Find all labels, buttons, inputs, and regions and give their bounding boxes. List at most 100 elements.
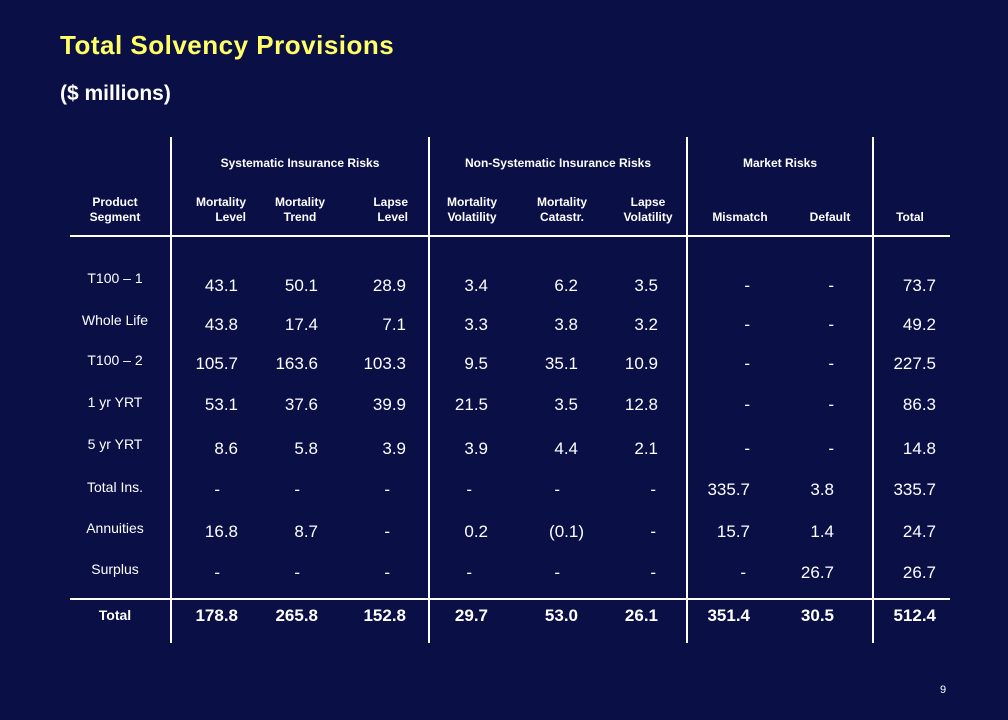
total-lapse-volatility: 26.1 [624,606,658,625]
col-header-default: Default [809,210,851,224]
cell-mismatch: 335.7 [707,480,750,499]
group-header-systematic: Systematic Insurance Risks [220,155,380,170]
cell-mortality-level: 105.7 [195,354,238,373]
cell-mortality-trend: 8.7 [294,522,318,541]
cell-default: - [828,439,834,458]
cell-lapse-volatility: - [650,480,656,499]
col-header-mortality-volatility: Mortality Volatility [446,195,497,224]
cell-mortality-level: - [214,480,220,499]
group-header-market: Market Risks [742,155,818,170]
cell-mismatch: - [744,354,750,373]
row-segment: Surplus [91,561,139,577]
cell-total: 227.5 [893,354,936,373]
cell-mismatch: 15.7 [716,522,750,541]
cell-lapse-volatility: 2.1 [634,439,658,458]
cell-lapse-level: 39.9 [372,395,406,414]
cell-total: 26.7 [902,563,936,582]
cell-mortality-volatility: 3.4 [464,276,488,295]
row-segment: T100 – 2 [87,352,143,368]
cell-mortality-trend: - [294,480,300,499]
col-header-total: Total [896,210,924,224]
cell-lapse-level: 3.9 [382,439,406,458]
cell-mortality-trend: 163.6 [275,354,318,373]
page-title: Total Solvency Provisions [60,30,395,60]
total-rule [70,598,950,600]
header-rule [70,235,950,237]
cell-mismatch: - [740,563,746,582]
cell-mismatch: - [744,395,750,414]
page-number: 9 [940,684,947,696]
cell-mortality-trend: 50.1 [284,276,318,295]
cell-total: 14.8 [902,439,936,458]
group-header-non-systematic: Non-Systematic Insurance Risks [464,155,652,170]
total-lapse-level: 152.8 [363,606,406,625]
cell-mortality-trend: 37.6 [284,395,318,414]
cell-mortality-catastr: 4.4 [554,439,578,458]
table-vertical-rule-4 [872,137,874,643]
col-header-mortality-level: Mortality Level [195,195,246,224]
cell-mortality-catastr: 6.2 [554,276,578,295]
cell-mortality-level: 16.8 [204,522,238,541]
cell-total: 335.7 [893,480,936,499]
cell-mismatch: - [744,439,750,458]
cell-default: 3.8 [810,480,834,499]
table-vertical-rule-1 [170,137,172,643]
cell-default: - [828,276,834,295]
row-segment: Total Ins. [86,479,144,495]
col-header-product-segment: Product Segment [89,195,141,224]
cell-lapse-volatility: 3.5 [634,276,658,295]
cell-default: 1.4 [810,522,834,541]
cell-lapse-level: 7.1 [382,315,406,334]
cell-mortality-catastr: - [554,480,560,499]
cell-mortality-volatility: 0.2 [464,522,488,541]
cell-mortality-trend: 5.8 [294,439,318,458]
total-mortality-catastr: 53.0 [544,606,578,625]
cell-mortality-volatility: 9.5 [464,354,488,373]
cell-lapse-level: 103.3 [363,354,406,373]
page-subtitle: ($ millions) [60,82,171,105]
col-header-lapse-volatility: Lapse Volatility [623,195,673,224]
table-vertical-rule-2 [428,137,430,643]
cell-default: - [828,315,834,334]
cell-mortality-level: 43.8 [204,315,238,334]
total-total: 512.4 [893,606,936,625]
cell-default: 26.7 [800,563,834,582]
cell-default: - [828,354,834,373]
col-header-lapse-level: Lapse Level [373,195,408,224]
cell-mortality-catastr: 3.8 [554,315,578,334]
row-segment: Whole Life [81,312,149,328]
cell-mortality-level: - [214,563,220,582]
cell-lapse-volatility: 12.8 [624,395,658,414]
cell-default: - [828,395,834,414]
cell-mortality-catastr: (0.1) [549,522,584,541]
cell-total: 49.2 [902,315,936,334]
cell-mortality-catastr: 3.5 [554,395,578,414]
cell-mortality-level: 43.1 [204,276,238,295]
cell-mortality-trend: 17.4 [284,315,318,334]
total-default: 30.5 [800,606,834,625]
total-row-label: Total [98,607,132,623]
cell-lapse-volatility: - [650,563,656,582]
cell-lapse-level: - [384,522,390,541]
cell-mortality-level: 8.6 [214,439,238,458]
cell-mortality-volatility: - [466,480,472,499]
row-segment: Annuities [86,520,144,536]
cell-lapse-level: 28.9 [372,276,406,295]
cell-mortality-catastr: - [554,563,560,582]
cell-mortality-volatility: 21.5 [454,395,488,414]
cell-mortality-volatility: 3.9 [464,439,488,458]
cell-lapse-level: - [384,480,390,499]
cell-mortality-volatility: 3.3 [464,315,488,334]
col-header-mortality-catastr: Mortality Catastr. [536,195,587,224]
total-mortality-trend: 265.8 [275,606,318,625]
cell-lapse-volatility: - [650,522,656,541]
cell-total: 24.7 [902,522,936,541]
total-mismatch: 351.4 [707,606,750,625]
cell-lapse-volatility: 10.9 [624,354,658,373]
col-header-mortality-trend: Mortality Trend [274,195,325,224]
cell-lapse-level: - [384,563,390,582]
row-segment: 5 yr YRT [87,436,143,452]
total-mortality-level: 178.8 [195,606,238,625]
table-vertical-rule-3 [686,137,688,643]
